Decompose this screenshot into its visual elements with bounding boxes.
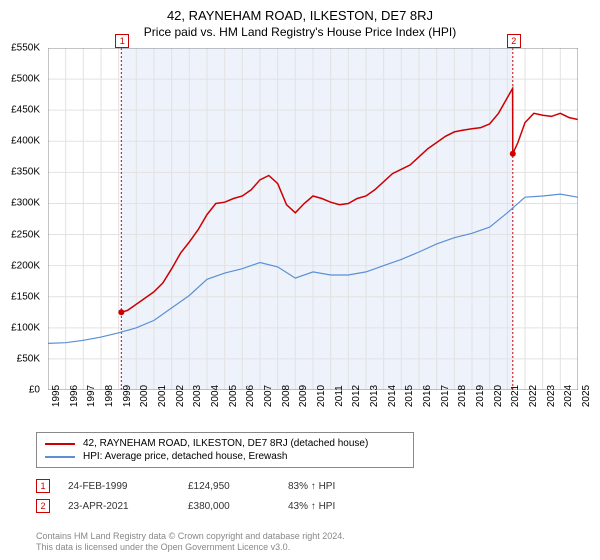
x-tick-label: 2003 bbox=[192, 385, 203, 407]
x-tick-label: 2005 bbox=[228, 385, 239, 407]
x-tick-label: 2008 bbox=[281, 385, 292, 407]
sale-date: 23-APR-2021 bbox=[68, 501, 188, 512]
x-tick-label: 2009 bbox=[298, 385, 309, 407]
sale-price: £380,000 bbox=[188, 501, 288, 512]
y-tick-label: £350K bbox=[11, 167, 40, 178]
y-tick-label: £400K bbox=[11, 136, 40, 147]
x-tick-label: 2019 bbox=[475, 385, 486, 407]
legend-swatch bbox=[45, 443, 75, 445]
sale-date: 24-FEB-1999 bbox=[68, 481, 188, 492]
y-tick-label: £50K bbox=[17, 353, 40, 364]
y-tick-label: £250K bbox=[11, 229, 40, 240]
legend-label: HPI: Average price, detached house, Erew… bbox=[83, 451, 287, 462]
sale-marker: 1 bbox=[36, 479, 50, 493]
x-tick-label: 2023 bbox=[546, 385, 557, 407]
footer-line-1: Contains HM Land Registry data © Crown c… bbox=[36, 531, 345, 543]
plot-area: 12 bbox=[48, 48, 578, 390]
legend-item: 42, RAYNEHAM ROAD, ILKESTON, DE7 8RJ (de… bbox=[45, 437, 405, 450]
x-tick-label: 2004 bbox=[210, 385, 221, 407]
legend-item: HPI: Average price, detached house, Erew… bbox=[45, 450, 405, 463]
legend-swatch bbox=[45, 456, 75, 458]
y-tick-label: £450K bbox=[11, 105, 40, 116]
sale-price: £124,950 bbox=[188, 481, 288, 492]
x-tick-label: 2011 bbox=[334, 385, 345, 407]
sale-hpi: 43% ↑ HPI bbox=[288, 501, 388, 512]
x-tick-label: 2020 bbox=[493, 385, 504, 407]
y-tick-label: £550K bbox=[11, 43, 40, 54]
x-tick-label: 2006 bbox=[245, 385, 256, 407]
y-tick-label: £150K bbox=[11, 291, 40, 302]
x-tick-label: 2015 bbox=[404, 385, 415, 407]
y-tick-label: £0 bbox=[29, 385, 40, 396]
legend-label: 42, RAYNEHAM ROAD, ILKESTON, DE7 8RJ (de… bbox=[83, 438, 368, 449]
x-tick-label: 2002 bbox=[175, 385, 186, 407]
x-tick-label: 2025 bbox=[581, 385, 592, 407]
sale-row: 2 23-APR-2021£380,00043% ↑ HPI bbox=[36, 496, 388, 516]
x-axis: 1995199619971998199920002001200220032004… bbox=[48, 392, 578, 432]
y-axis: £0£50K£100K£150K£200K£250K£300K£350K£400… bbox=[0, 48, 44, 390]
y-tick-label: £500K bbox=[11, 74, 40, 85]
sale-hpi: 83% ↑ HPI bbox=[288, 481, 388, 492]
x-tick-label: 1996 bbox=[69, 385, 80, 407]
sale-marker: 2 bbox=[36, 499, 50, 513]
x-tick-label: 1997 bbox=[86, 385, 97, 407]
y-tick-label: £300K bbox=[11, 198, 40, 209]
x-tick-label: 1995 bbox=[51, 385, 62, 407]
x-tick-label: 2022 bbox=[528, 385, 539, 407]
x-tick-label: 2010 bbox=[316, 385, 327, 407]
x-tick-label: 2016 bbox=[422, 385, 433, 407]
y-tick-label: £100K bbox=[11, 322, 40, 333]
x-tick-label: 1999 bbox=[122, 385, 133, 407]
x-tick-label: 1998 bbox=[104, 385, 115, 407]
x-tick-label: 2017 bbox=[440, 385, 451, 407]
x-tick-label: 2014 bbox=[387, 385, 398, 407]
x-tick-label: 2000 bbox=[139, 385, 150, 407]
y-tick-label: £200K bbox=[11, 260, 40, 271]
x-tick-label: 2013 bbox=[369, 385, 380, 407]
footer-attribution: Contains HM Land Registry data © Crown c… bbox=[36, 531, 345, 554]
sale-marker-box: 1 bbox=[115, 34, 129, 48]
x-tick-label: 2012 bbox=[351, 385, 362, 407]
plot-svg bbox=[48, 48, 578, 390]
x-tick-label: 2024 bbox=[563, 385, 574, 407]
legend-box: 42, RAYNEHAM ROAD, ILKESTON, DE7 8RJ (de… bbox=[36, 432, 414, 468]
x-tick-label: 2018 bbox=[457, 385, 468, 407]
x-tick-label: 2021 bbox=[510, 385, 521, 407]
x-tick-label: 2001 bbox=[157, 385, 168, 407]
sales-table: 1 24-FEB-1999£124,95083% ↑ HPI 2 23-APR-202… bbox=[36, 476, 388, 516]
chart-container: 42, RAYNEHAM ROAD, ILKESTON, DE7 8RJ Pri… bbox=[0, 0, 600, 560]
sale-marker-box: 2 bbox=[507, 34, 521, 48]
footer-line-2: This data is licensed under the Open Gov… bbox=[36, 542, 345, 554]
x-tick-label: 2007 bbox=[263, 385, 274, 407]
sale-row: 1 24-FEB-1999£124,95083% ↑ HPI bbox=[36, 476, 388, 496]
chart-title: 42, RAYNEHAM ROAD, ILKESTON, DE7 8RJ bbox=[0, 0, 600, 23]
